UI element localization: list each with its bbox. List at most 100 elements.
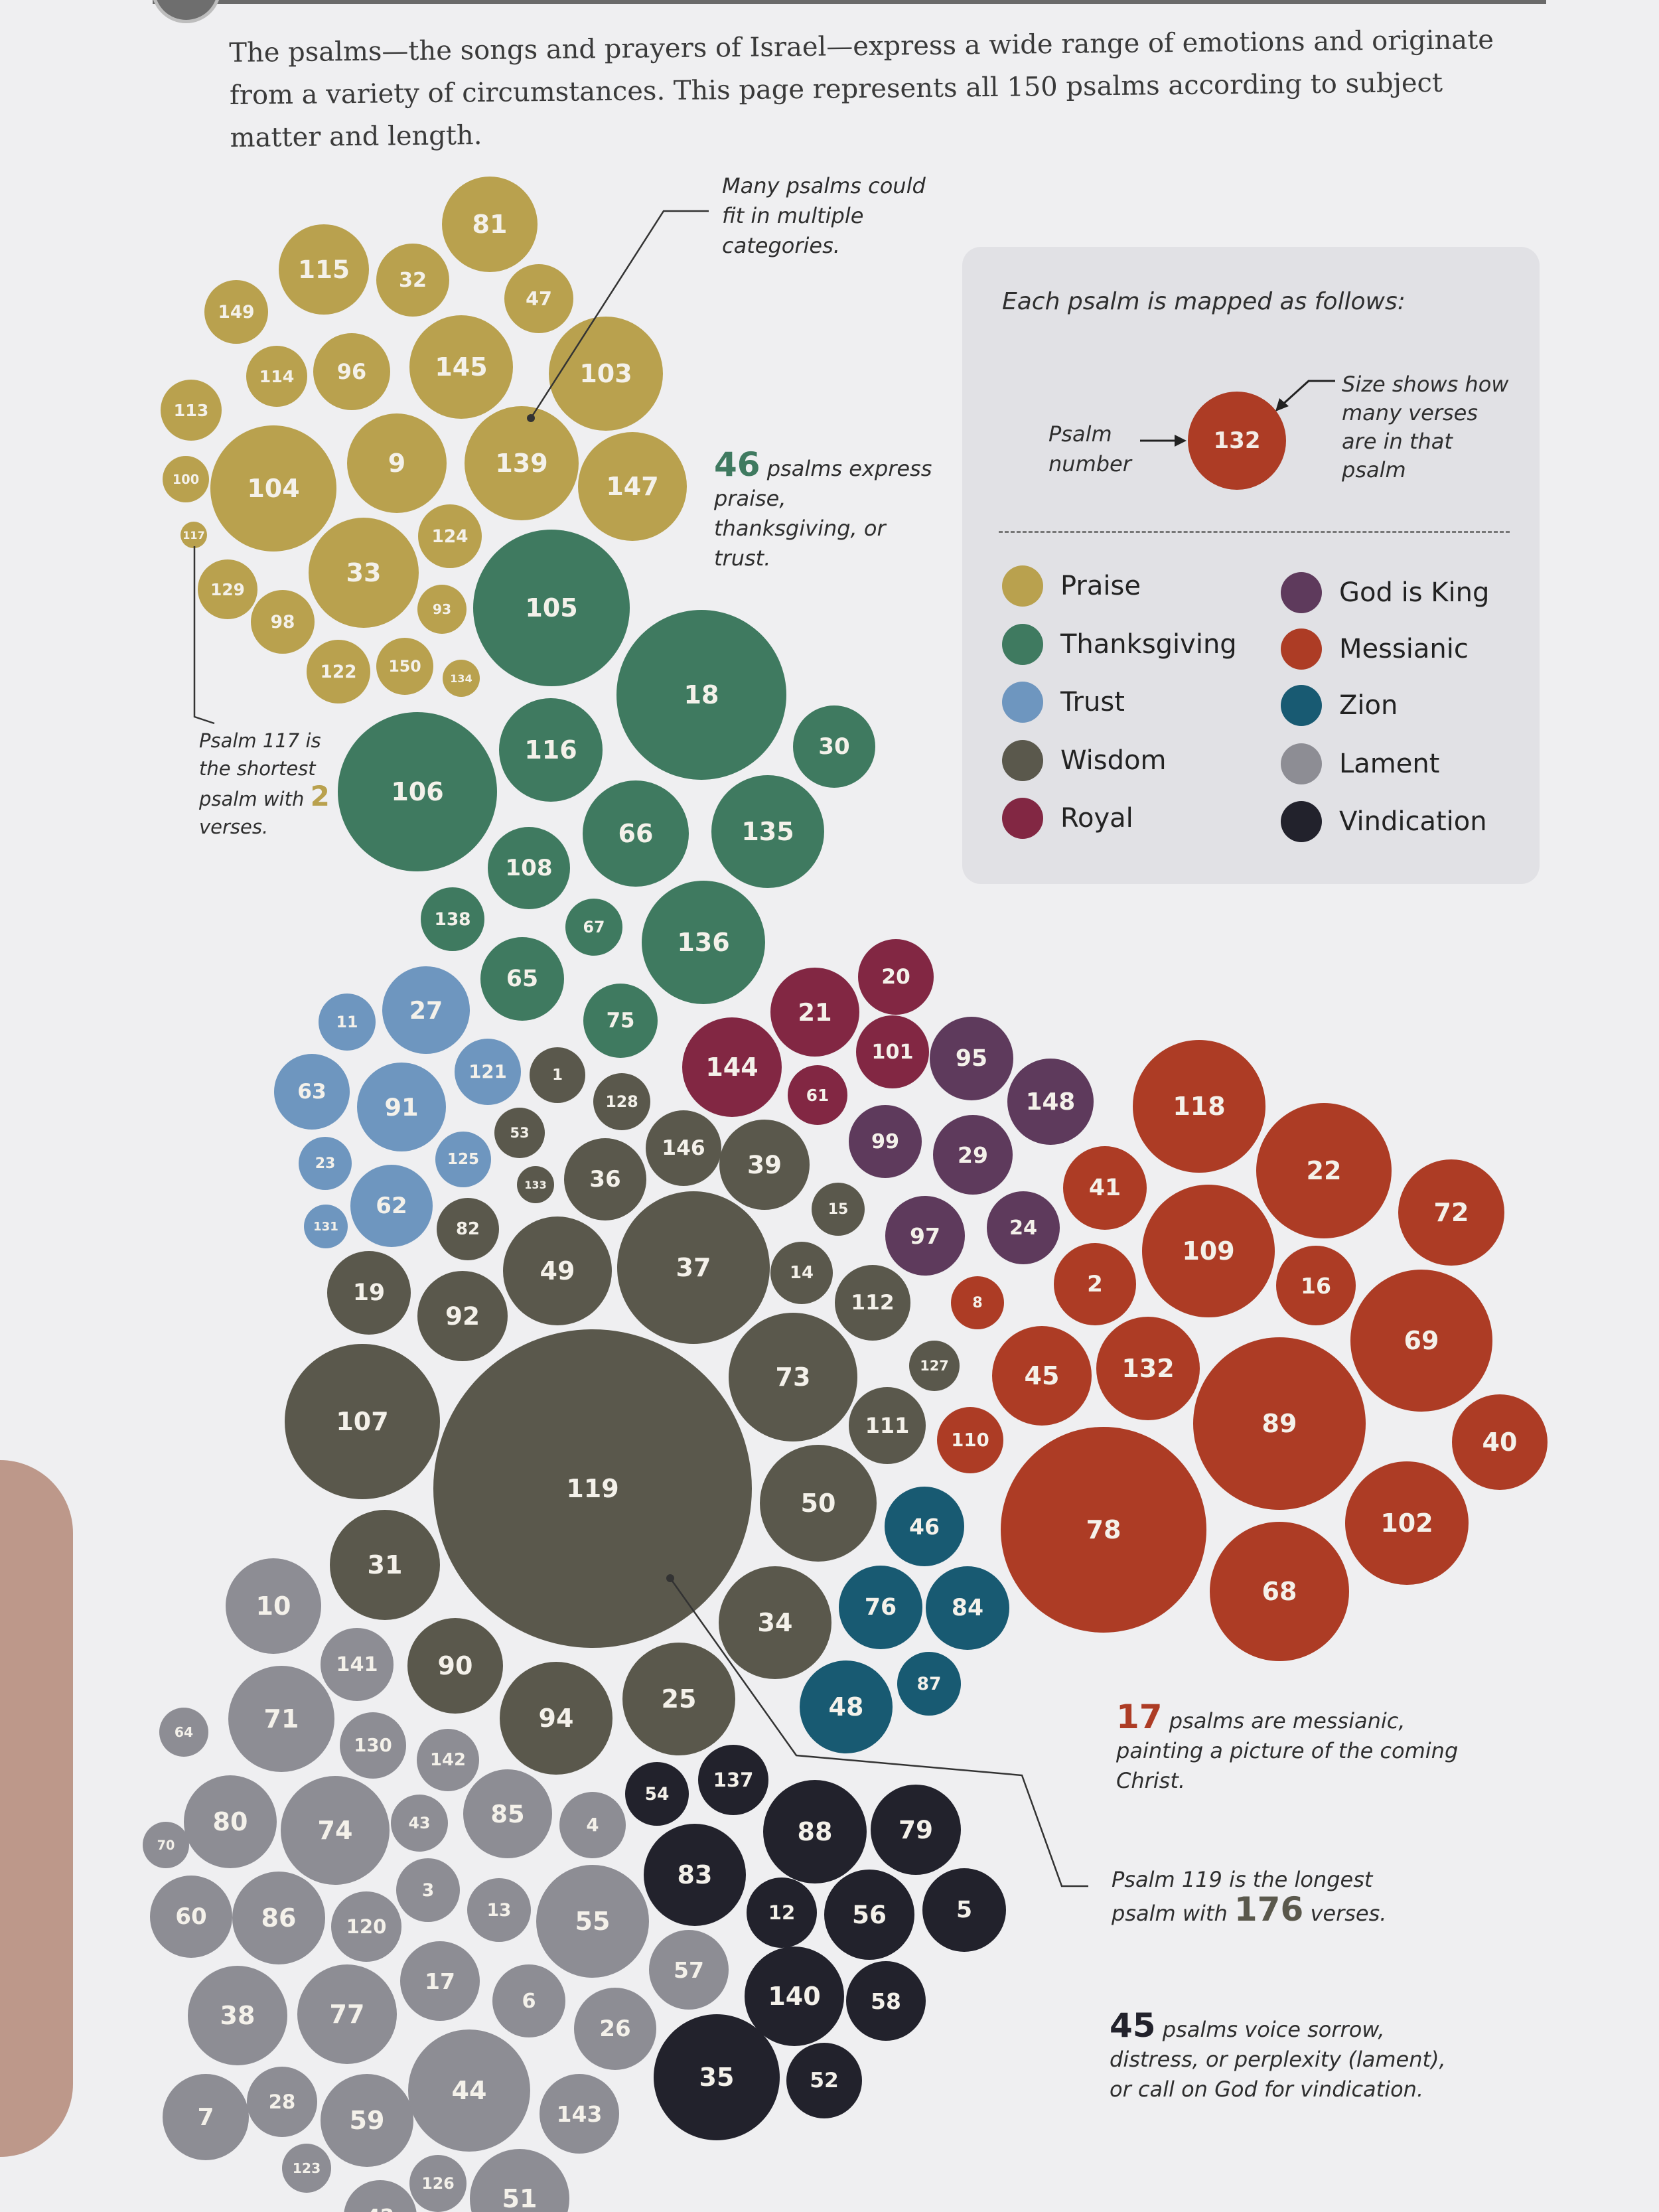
intro-text: The psalms—the songs and prayers of Isra… <box>229 25 1494 153</box>
psalm-bubble-33: 33 <box>309 518 419 628</box>
psalm-bubble-27: 27 <box>382 966 470 1054</box>
psalm-bubble-75: 75 <box>583 984 658 1058</box>
psalm-bubble-2: 2 <box>1054 1243 1136 1325</box>
psalm-bubble-53: 53 <box>494 1108 545 1158</box>
psalm-bubble-136: 136 <box>642 881 765 1004</box>
legend-label-trust: Trust <box>1060 687 1125 717</box>
psalm-bubble-55: 55 <box>536 1865 649 1978</box>
psalm-bubble-38: 38 <box>188 1966 287 2065</box>
psalm-bubble-30: 30 <box>793 705 875 788</box>
psalm-bubble-20: 20 <box>858 939 934 1015</box>
psalm-bubble-140: 140 <box>745 1947 844 2046</box>
legend-swatch-wisdom <box>1002 740 1043 781</box>
legend-example-bubble: 132 <box>1188 392 1286 490</box>
longest-number: 176 <box>1234 1890 1304 1929</box>
legend-swatch-lament <box>1281 743 1322 784</box>
messianic-count-text: psalms are messianic, painting a picture… <box>1116 1708 1459 1793</box>
psalm-bubble-60: 60 <box>150 1876 232 1958</box>
legend-item-trust: Trust <box>1002 682 1125 723</box>
psalm-bubble-129: 129 <box>198 559 257 619</box>
psalm-bubble-93: 93 <box>417 585 467 634</box>
psalm-bubble-138: 138 <box>421 887 484 951</box>
psalm-bubble-7: 7 <box>163 2074 249 2160</box>
psalm-bubble-49: 49 <box>503 1217 612 1325</box>
psalm-bubble-22: 22 <box>1256 1103 1392 1238</box>
header-bar <box>153 0 1546 4</box>
psalm-bubble-74: 74 <box>281 1776 390 1885</box>
legend-swatch-vindication <box>1281 801 1322 842</box>
psalm-bubble-82: 82 <box>437 1198 499 1260</box>
psalm-bubble-68: 68 <box>1210 1522 1349 1661</box>
psalm-bubble-114: 114 <box>246 346 307 407</box>
psalm-bubble-105: 105 <box>473 530 630 686</box>
messianic-count-number: 17 <box>1116 1698 1163 1736</box>
psalm-bubble-24: 24 <box>987 1191 1060 1264</box>
psalm-bubble-44: 44 <box>408 2029 530 2152</box>
note-praise-count: 46 psalms express praise, thanksgiving, … <box>714 448 933 573</box>
psalm-bubble-131: 131 <box>304 1205 348 1248</box>
psalm-bubble-147: 147 <box>578 432 687 541</box>
legend-item-praise: Praise <box>1002 565 1141 607</box>
psalm-bubble-146: 146 <box>646 1110 721 1186</box>
psalm-bubble-9: 9 <box>347 413 447 513</box>
psalm-bubble-117: 117 <box>180 522 207 548</box>
shortest-number: 2 <box>310 780 330 812</box>
psalm-bubble-95: 95 <box>930 1017 1013 1100</box>
legend-label-wisdom: Wisdom <box>1060 745 1167 776</box>
psalm-bubble-25: 25 <box>622 1643 735 1755</box>
psalm-bubble-148: 148 <box>1007 1059 1094 1145</box>
psalm-bubble-41: 41 <box>1063 1146 1147 1230</box>
psalm-bubble-57: 57 <box>649 1930 729 2010</box>
psalm-bubble-1: 1 <box>530 1047 585 1103</box>
psalm-bubble-118: 118 <box>1133 1040 1265 1173</box>
psalm-bubble-59: 59 <box>321 2074 413 2167</box>
psalm-bubble-71: 71 <box>228 1666 334 1772</box>
psalm-bubble-69: 69 <box>1350 1270 1492 1412</box>
psalm-bubble-98: 98 <box>251 590 315 654</box>
psalm-bubble-79: 79 <box>871 1785 961 1875</box>
note-messianic-count: 17 psalms are messianic, painting a pict… <box>1116 1700 1468 1796</box>
psalm-bubble-6: 6 <box>492 1964 565 2037</box>
legend-item-lament: Lament <box>1281 743 1439 784</box>
psalm-bubble-8: 8 <box>951 1276 1004 1329</box>
psalm-bubble-80: 80 <box>184 1775 277 1868</box>
psalm-bubble-29: 29 <box>933 1115 1013 1195</box>
legend-panel: Each psalm is mapped as follows: Psalm n… <box>962 247 1540 884</box>
psalm-bubble-91: 91 <box>357 1063 446 1151</box>
psalm-bubble-122: 122 <box>307 640 370 703</box>
psalm-bubble-139: 139 <box>465 406 579 520</box>
psalm-bubble-77: 77 <box>297 1964 397 2064</box>
legend-item-wisdom: Wisdom <box>1002 740 1166 781</box>
legend-swatch-royal <box>1002 798 1043 839</box>
psalm-bubble-127: 127 <box>909 1341 960 1391</box>
note-multiple-categories: Many psalms could fit in multiple catego… <box>722 173 926 258</box>
legend-label-vindication: Vindication <box>1339 806 1487 837</box>
psalm-bubble-26: 26 <box>574 1988 656 2070</box>
psalm-bubble-92: 92 <box>417 1271 508 1361</box>
legend-item-zion: Zion <box>1281 685 1398 726</box>
shortest-text-a: Psalm 117 is the shortest psalm with <box>199 729 321 810</box>
longest-text-a: Psalm 119 is the longest psalm with <box>1112 1867 1373 1926</box>
psalm-bubble-19: 19 <box>327 1251 411 1335</box>
psalm-bubble-150: 150 <box>376 638 433 695</box>
psalm-bubble-18: 18 <box>616 610 786 780</box>
psalm-bubble-48: 48 <box>800 1660 893 1753</box>
psalm-bubble-52: 52 <box>786 2043 862 2118</box>
psalm-bubble-119: 119 <box>433 1329 752 1648</box>
psalm-bubble-58: 58 <box>846 1961 926 2041</box>
psalm-bubble-83: 83 <box>644 1824 746 1926</box>
psalm-bubble-10: 10 <box>226 1558 321 1654</box>
psalm-bubble-14: 14 <box>770 1242 833 1304</box>
psalm-bubble-32: 32 <box>376 244 449 317</box>
psalm-bubble-149: 149 <box>204 280 268 344</box>
legend-item-royal: Royal <box>1002 798 1133 839</box>
legend-size-label: Size shows how many verses are in that p… <box>1342 372 1509 482</box>
psalm-bubble-50: 50 <box>760 1445 877 1562</box>
psalm-bubble-16: 16 <box>1276 1246 1356 1325</box>
psalm-bubble-78: 78 <box>1001 1427 1206 1633</box>
psalm-bubble-72: 72 <box>1398 1159 1504 1266</box>
psalm-bubble-112: 112 <box>835 1265 910 1341</box>
legend-label-messianic: Messianic <box>1339 634 1469 664</box>
psalm-bubble-120: 120 <box>331 1891 401 1962</box>
